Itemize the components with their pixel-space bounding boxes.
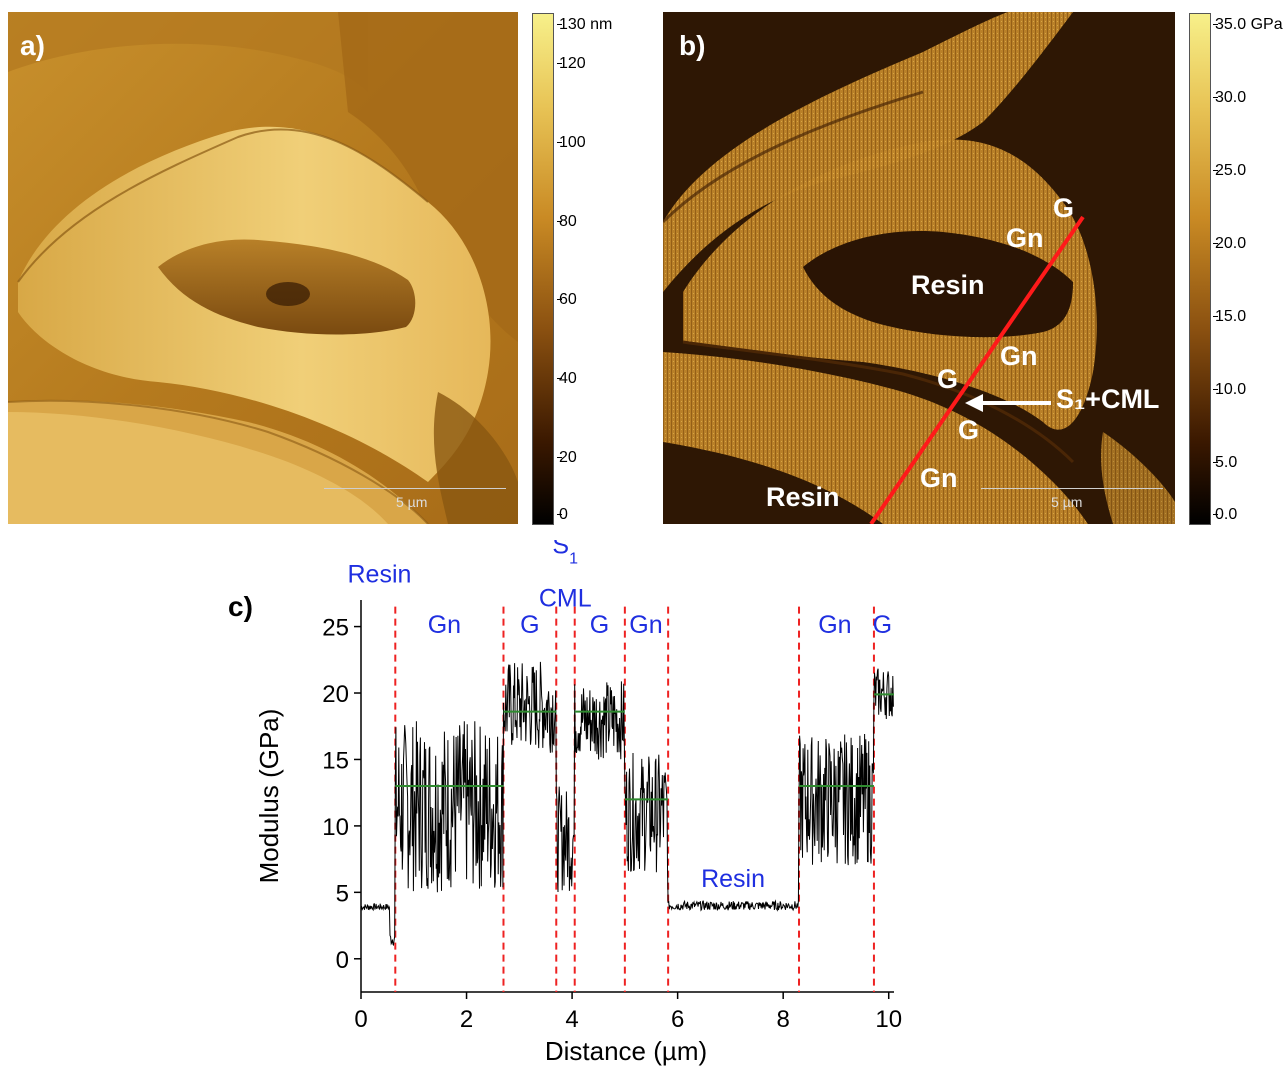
colorbar-tick-label: 25.0 xyxy=(1215,162,1247,179)
colorbar-tick-mark xyxy=(1213,514,1218,515)
colorbar-tick-mark xyxy=(1213,97,1218,98)
colorbar-tick-mark xyxy=(557,378,562,379)
colorbar-tick-mark xyxy=(1213,462,1218,463)
colorbar-tick-mark xyxy=(557,142,562,143)
colorbar-tick-mark xyxy=(557,457,562,458)
modulus-map xyxy=(663,12,1175,524)
region-label: Gn xyxy=(818,611,851,639)
region-label: Gn xyxy=(428,611,461,639)
profile-line xyxy=(869,215,1085,524)
colorbar-height xyxy=(532,13,554,525)
colorbar-tick-label: 100 xyxy=(559,134,586,151)
label-gn-low: Gn xyxy=(920,463,958,493)
y-tick-label: 5 xyxy=(336,880,349,907)
colorbar-tick-label: 120 xyxy=(559,55,586,72)
colorbar-tick-mark xyxy=(1213,243,1218,244)
label-resin-center: Resin xyxy=(911,270,985,300)
colorbar-modulus xyxy=(1189,13,1211,525)
colorbar-tick-label: 10.0 xyxy=(1215,381,1247,398)
scale-bar-label: 5 µm xyxy=(396,494,428,510)
panel-b-letter: b) xyxy=(679,30,706,61)
label-gn-top: Gn xyxy=(1006,223,1044,253)
colorbar-tick-label: 130 nm xyxy=(559,16,613,33)
label-g-top: G xyxy=(1053,193,1075,223)
colorbar-tick-label: 0 xyxy=(559,506,568,523)
colorbar-tick-label: 40 xyxy=(559,370,577,387)
x-tick-label: 10 xyxy=(875,1006,902,1033)
panel-c-letter: c) xyxy=(228,591,253,622)
y-tick-label: 25 xyxy=(322,615,349,642)
region-label: Gn xyxy=(629,611,662,639)
label-gn-mid: Gn xyxy=(1000,341,1038,371)
scale-bar-line xyxy=(324,488,506,489)
region-label: Resin xyxy=(348,561,412,589)
colorbar-tick-label: 15.0 xyxy=(1215,308,1247,325)
colorbar-tick-label: 60 xyxy=(559,291,577,308)
label-g-mid: G xyxy=(937,364,959,394)
colorbar-tick-mark xyxy=(557,514,562,515)
label-resin-bottom: Resin xyxy=(766,482,840,512)
colorbar-tick-label: 5.0 xyxy=(1215,454,1238,471)
region-label: G xyxy=(873,611,892,639)
scale-bar-line xyxy=(981,488,1163,489)
x-tick-label: 2 xyxy=(460,1006,473,1033)
colorbar-tick-label: 80 xyxy=(559,213,577,230)
y-tick-label: 0 xyxy=(336,947,349,974)
colorbar-tick-mark xyxy=(557,24,562,25)
x-tick-label: 0 xyxy=(354,1006,367,1033)
y-tick-label: 20 xyxy=(322,681,349,708)
scale-bar-label: 5 µm xyxy=(1051,494,1083,510)
colorbar-tick-mark xyxy=(557,299,562,300)
x-tick-label: 4 xyxy=(565,1006,578,1033)
region-label: S1 xyxy=(552,540,578,567)
colorbar-tick-mark xyxy=(1213,170,1218,171)
region-label: G xyxy=(590,611,609,639)
x-axis-label: Distance (µm) xyxy=(545,1036,707,1066)
panel-a-letter: a) xyxy=(20,30,45,61)
colorbar-tick-mark xyxy=(557,221,562,222)
colorbar-tick-mark xyxy=(1213,24,1218,25)
panel-a-topography-image: a) 5 µm xyxy=(8,12,518,524)
y-tick-label: 10 xyxy=(322,814,349,841)
colorbar-tick-label: 30.0 xyxy=(1215,89,1247,106)
panel-b-modulus-image: b) G Gn Resin Gn G S₁+CML G Gn Resin 5 µ… xyxy=(663,12,1175,524)
colorbar-tick-mark xyxy=(557,63,562,64)
region-label: G xyxy=(520,611,539,639)
colorbar-tick-label: 20.0 xyxy=(1215,235,1247,252)
label-s1-cml: S₁+CML xyxy=(1056,384,1160,414)
colorbar-tick-mark xyxy=(1213,316,1218,317)
region-label-subscript: 1 xyxy=(569,550,578,567)
y-tick-label: 15 xyxy=(322,747,349,774)
colorbar-tick-label: 0.0 xyxy=(1215,506,1238,523)
x-tick-label: 8 xyxy=(776,1006,789,1033)
modulus-trace xyxy=(360,661,894,947)
colorbar-tick-mark xyxy=(1213,389,1218,390)
colorbar-tick-label: 35.0 GPa xyxy=(1215,16,1283,33)
y-axis-label: Modulus (GPa) xyxy=(254,709,284,884)
topography-map xyxy=(8,12,518,524)
region-label: Resin xyxy=(701,865,765,893)
colorbar-tick-label: 20 xyxy=(559,449,577,466)
label-g-low: G xyxy=(958,415,980,445)
x-tick-label: 6 xyxy=(671,1006,684,1033)
region-label: CML xyxy=(539,585,592,613)
